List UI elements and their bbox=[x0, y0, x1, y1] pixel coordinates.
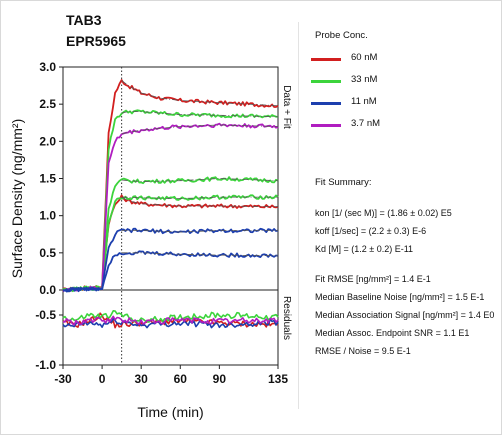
stat-fit-rmse: Fit RMSE [ng/mm²] = 1.4 E-1 bbox=[315, 274, 431, 284]
series-line-33-nm bbox=[62, 109, 279, 292]
y-tick-label: 2.5 bbox=[39, 97, 56, 111]
stat-rmse-noise: RMSE / Noise = 9.5 E-1 bbox=[315, 346, 411, 356]
y-tick-label: 2.0 bbox=[39, 134, 56, 148]
x-tick-label: -30 bbox=[54, 372, 72, 386]
legend-panel: Probe Conc. 60 nM 33 nM 11 nM 3.7 nM Fit… bbox=[298, 22, 499, 409]
x-tick-label: 60 bbox=[174, 372, 188, 386]
stat-endpoint-snr: Median Assoc. Endpoint SNR = 1.1 E1 bbox=[315, 328, 470, 338]
series-line-11-nm bbox=[62, 250, 279, 293]
legend-swatch-33nm bbox=[311, 80, 341, 83]
panel-label-data-fit: Data + Fit bbox=[281, 85, 292, 129]
x-axis-title: Time (min) bbox=[137, 404, 203, 420]
stat-baseline-noise: Median Baseline Noise [ng/mm²] = 1.5 E-1 bbox=[315, 292, 485, 302]
fit-line bbox=[121, 124, 279, 135]
fit-line bbox=[121, 230, 278, 233]
y-tick-label: 1.0 bbox=[39, 209, 56, 223]
fit-line bbox=[121, 252, 279, 257]
residual-panel-frame bbox=[62, 289, 279, 366]
residual-line-3-7-nm bbox=[62, 315, 279, 326]
series-line-60-nm bbox=[62, 79, 279, 293]
legend-label-60nm: 60 nM bbox=[351, 52, 378, 63]
fit-line bbox=[121, 178, 279, 182]
y-tick-label: 0.5 bbox=[39, 246, 56, 260]
x-tick-label: 90 bbox=[213, 372, 227, 386]
legend-label-3-7nm: 3.7 nM bbox=[351, 118, 381, 129]
fit-param-kd: Kd [M] = (1.2 ± 0.2) E-11 bbox=[315, 244, 414, 254]
fit-line bbox=[121, 111, 279, 118]
legend-swatch-3-7nm bbox=[311, 124, 341, 127]
y-tick-label: 3.0 bbox=[39, 60, 56, 74]
y-tick-label: 1.5 bbox=[39, 172, 56, 186]
legend-swatch-60nm bbox=[311, 58, 341, 61]
fit-param-koff: koff [1/sec] = (2.2 ± 0.3) E-6 bbox=[315, 226, 427, 236]
series-line-11-nm bbox=[62, 227, 279, 293]
x-tick-label: 135 bbox=[268, 372, 288, 386]
legend-label-11nm: 11 nM bbox=[351, 96, 377, 107]
series-line-33-nm bbox=[62, 194, 279, 293]
legend-swatch-11nm bbox=[311, 102, 341, 105]
fit-summary-heading: Fit Summary: bbox=[315, 177, 372, 188]
stat-association-signal: Median Association Signal [ng/mm²] = 1.4… bbox=[315, 310, 495, 320]
series-line-3-7-nm bbox=[62, 122, 279, 293]
figure-title-target: TAB3 bbox=[66, 12, 102, 28]
legend-label-33nm: 33 nM bbox=[351, 74, 378, 85]
x-tick-label: 30 bbox=[135, 372, 149, 386]
fit-param-kon: kon [1/ (sec M)] = (1.86 ± 0.02) E5 bbox=[315, 208, 452, 218]
series-line-33-nm bbox=[62, 176, 279, 293]
fit-line bbox=[121, 80, 279, 107]
y-tick-label: -1.0 bbox=[35, 358, 56, 372]
x-tick-label: 0 bbox=[99, 372, 106, 386]
kinetics-chart: -1.0 -0.5 0.0 0.5 1.0 1.5 2.0 2.5 3.0 -30 0 30 60 90 1… bbox=[9, 60, 292, 420]
fit-line bbox=[121, 196, 278, 200]
y-axis-title: Surface Density (ng/mm²) bbox=[9, 119, 25, 278]
figure-title-antibody: EPR5965 bbox=[66, 33, 126, 49]
y-tick-label: 0.0 bbox=[39, 283, 56, 297]
y-tick-label: -0.5 bbox=[35, 308, 56, 322]
series-line-60-nm bbox=[62, 194, 279, 293]
residual-line-11-nm bbox=[62, 317, 279, 329]
legend-title: Probe Conc. bbox=[315, 30, 368, 41]
panel-label-residuals: Residuals bbox=[281, 296, 292, 340]
